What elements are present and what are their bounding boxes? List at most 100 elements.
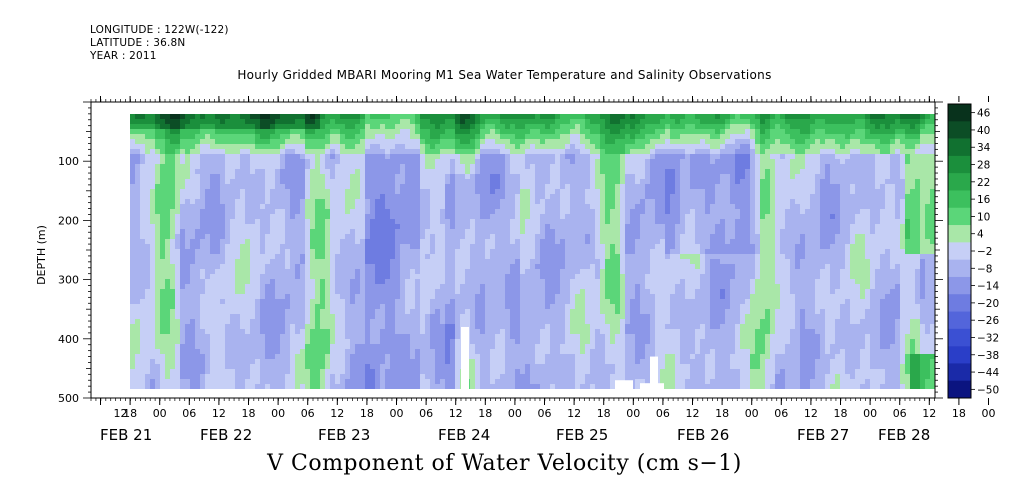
heatmap-cell [310,249,316,255]
heatmap-cell [455,144,461,150]
heatmap-cell [140,179,146,185]
heatmap-cell [260,204,266,210]
heatmap-cell [420,214,426,220]
heatmap-cell [245,169,251,175]
heatmap-cell [240,284,246,290]
heatmap-cell [140,159,146,165]
heatmap-cell [515,354,521,360]
heatmap-cell [390,124,396,130]
heatmap-cell [420,369,426,375]
heatmap-cell [315,154,321,160]
heatmap-cell [455,249,461,255]
heatmap-cell [395,199,401,205]
heatmap-cell [205,294,211,300]
heatmap-cell [465,224,471,230]
heatmap-cell [565,254,571,260]
heatmap-cell [140,224,146,230]
heatmap-cell [535,194,541,200]
heatmap-cell [265,259,271,265]
heatmap-cell [140,229,146,235]
heatmap-cell [290,134,296,140]
heatmap-cell [485,374,491,380]
heatmap-cell [510,374,516,380]
heatmap-cell [135,319,141,325]
heatmap-cell [550,184,556,190]
heatmap-cell [460,189,466,195]
heatmap-cell [300,119,306,125]
heatmap-cell [310,314,316,320]
heatmap-cell [520,224,526,230]
heatmap-cell [420,204,426,210]
heatmap-cell [235,124,241,130]
heatmap-cell [510,124,516,130]
heatmap-cell [295,199,301,205]
heatmap-cell [505,239,511,245]
heatmap-cell [325,384,331,389]
heatmap-cell [265,284,271,290]
heatmap-cell [210,114,216,120]
heatmap-cell [205,184,211,190]
heatmap-cell [250,124,256,130]
heatmap-cell [315,234,321,240]
heatmap-cell [520,379,526,385]
heatmap-cell [555,279,561,285]
heatmap-cell [140,114,146,120]
heatmap-cell [545,384,551,389]
heatmap-cell [255,224,261,230]
heatmap-cell [395,314,401,320]
heatmap-cell [360,359,366,365]
heatmap-cell [400,209,406,215]
heatmap-cell [150,124,156,130]
heatmap-cell [180,229,186,235]
heatmap-cell [560,284,566,290]
heatmap-cell [455,124,461,130]
heatmap-cell [235,364,241,370]
heatmap-cell [515,324,521,330]
heatmap-cell [160,359,166,365]
heatmap-cell [165,304,171,310]
heatmap-cell [250,334,256,340]
heatmap-cell [340,214,346,220]
heatmap-cell [175,114,181,120]
heatmap-cell [470,274,476,280]
heatmap-cell [260,144,266,150]
heatmap-cell [345,289,351,295]
heatmap-cell [385,334,391,340]
heatmap-cell [395,279,401,285]
heatmap-cell [195,129,201,135]
heatmap-cell [165,149,171,155]
heatmap-cell [270,314,276,320]
heatmap-cell [330,174,336,180]
heatmap-cell [535,229,541,235]
heatmap-cell [430,124,436,130]
heatmap-cell [525,369,531,375]
heatmap-cell [335,344,341,350]
heatmap-cell [130,154,136,160]
heatmap-cell [370,294,376,300]
heatmap-cell [385,169,391,175]
heatmap-cell [470,144,476,150]
heatmap-cell [220,114,226,120]
heatmap-cell [185,254,191,260]
heatmap-cell [580,294,586,300]
heatmap-cell [500,364,506,370]
heatmap-cell [570,314,576,320]
heatmap-cell [315,384,321,389]
heatmap-cell [365,264,371,270]
heatmap-cell [420,164,426,170]
heatmap-cell [450,254,456,260]
heatmap-cell [300,309,306,315]
heatmap-cell [495,294,501,300]
heatmap-cell [215,219,221,225]
heatmap-cell [140,349,146,355]
heatmap-cell [180,304,186,310]
heatmap-cell [165,169,171,175]
heatmap-cell [555,194,561,200]
heatmap-cell [400,379,406,385]
heatmap-cell [200,234,206,240]
heatmap-cell [455,369,461,375]
heatmap-cell [540,334,546,340]
heatmap-cell [340,114,346,120]
heatmap-cell [390,234,396,240]
heatmap-cell [380,359,386,365]
